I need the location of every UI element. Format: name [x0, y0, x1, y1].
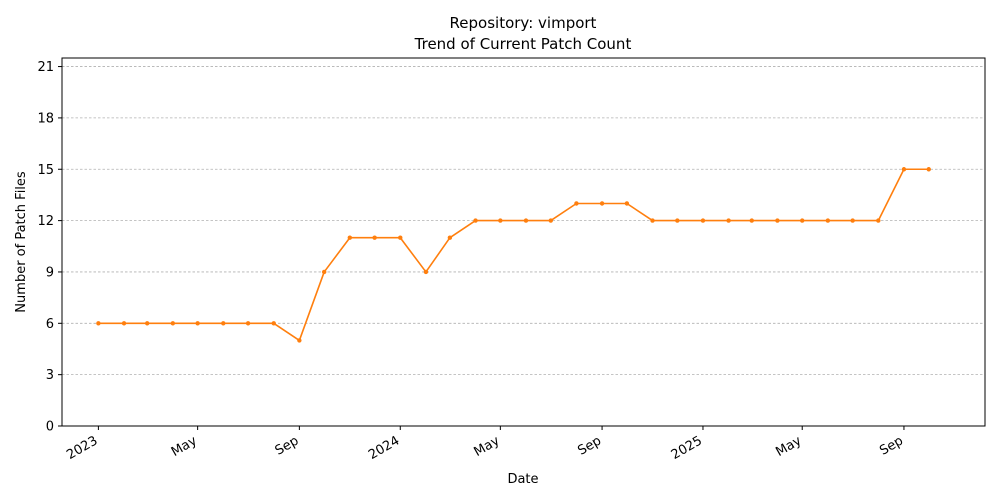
- data-point: [144, 321, 150, 326]
- data-point: [675, 218, 680, 223]
- data-point: [498, 218, 503, 223]
- chart-title: Repository: vimport: [450, 14, 597, 32]
- y-tick-label: 9: [46, 265, 54, 280]
- data-point: [398, 235, 403, 240]
- x-tick-label: 2025: [669, 433, 705, 463]
- data-point: [650, 218, 655, 223]
- x-axis-label: Date: [507, 472, 538, 487]
- data-point: [548, 218, 553, 223]
- data-point: [347, 235, 353, 240]
- y-tick-label: 3: [46, 368, 54, 383]
- data-point: [700, 218, 706, 223]
- data-point: [221, 321, 226, 326]
- data-point: [297, 338, 302, 343]
- data-point: [775, 218, 780, 223]
- x-tick-label: 2024: [366, 433, 402, 463]
- x-tick-label: Sep: [273, 433, 302, 458]
- data-point: [800, 218, 805, 223]
- data-point: [749, 218, 754, 223]
- x-tick-label: May: [773, 433, 804, 460]
- data-point: [447, 235, 453, 240]
- y-tick-label: 15: [37, 163, 54, 178]
- y-tick-label: 18: [37, 111, 54, 126]
- data-point: [473, 218, 478, 223]
- data-point: [195, 321, 200, 326]
- data-point: [876, 218, 881, 223]
- y-axis-label: Number of Patch Files: [14, 171, 29, 313]
- data-point: [599, 201, 605, 206]
- data-point: [825, 218, 831, 223]
- x-axis: 2023 May Sep 2024 May Sep 2025 May Sep: [64, 426, 906, 463]
- x-tick-label: 2023: [64, 433, 100, 463]
- data-point: [901, 167, 907, 172]
- data-point: [850, 218, 855, 223]
- data-point: [96, 321, 101, 326]
- y-tick-label: 6: [46, 317, 54, 332]
- data-point: [271, 321, 276, 326]
- data-point: [121, 321, 127, 326]
- y-tick-label: 0: [46, 420, 54, 435]
- x-tick-label: May: [472, 433, 503, 460]
- x-tick-label: May: [169, 433, 200, 460]
- data-point: [423, 269, 429, 275]
- y-axis: 0 3 6 9 12 15 18 21: [37, 60, 62, 435]
- data-point: [624, 201, 630, 206]
- y-tick-label: 21: [37, 60, 54, 75]
- data-point: [726, 218, 731, 223]
- data-point: [372, 235, 377, 240]
- data-point: [321, 269, 327, 275]
- x-tick-label: Sep: [877, 433, 906, 458]
- series-line: [98, 168, 929, 342]
- plot-frame: [61, 57, 986, 427]
- x-tick-label: Sep: [575, 433, 604, 458]
- y-tick-label: 12: [37, 214, 54, 229]
- data-point: [926, 167, 931, 172]
- chart-subtitle: Trend of Current Patch Count: [414, 35, 632, 53]
- data-point: [170, 321, 176, 326]
- series-layer: [96, 167, 931, 343]
- data-point: [574, 201, 579, 206]
- data-point: [245, 321, 251, 326]
- data-point: [523, 218, 529, 223]
